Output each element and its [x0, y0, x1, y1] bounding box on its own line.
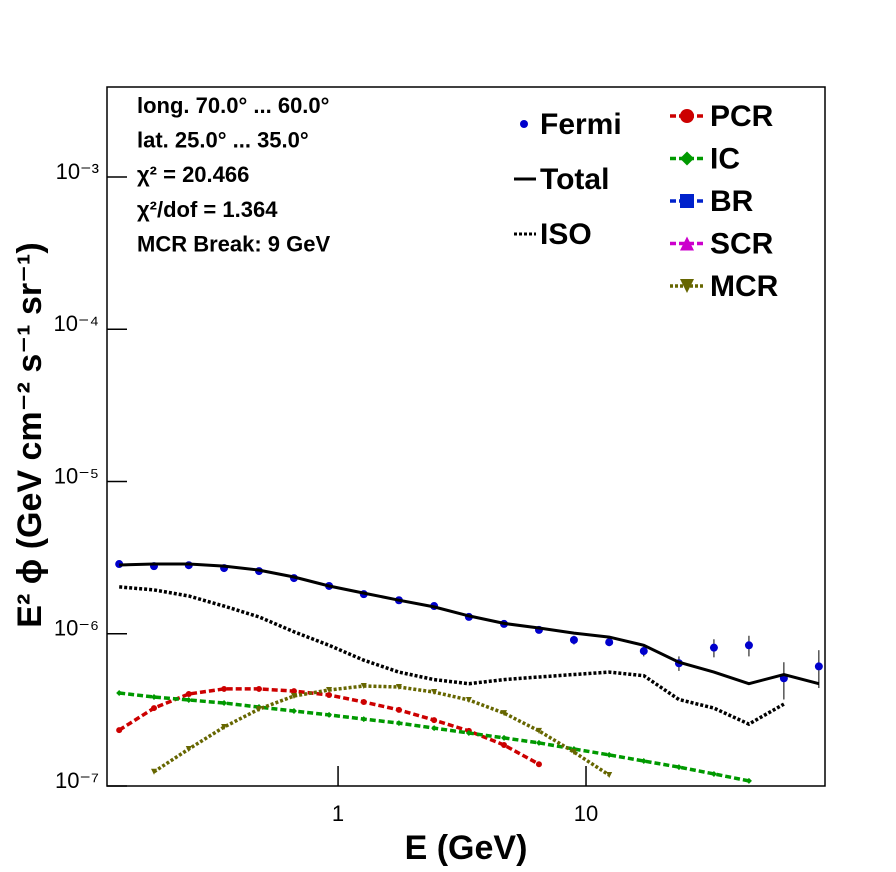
x-tick-label: 10 — [574, 801, 598, 826]
y-tick-label: 10⁻⁷ — [55, 768, 99, 793]
marker — [570, 749, 577, 756]
series-line — [119, 691, 750, 783]
marker — [326, 687, 333, 694]
series-line — [153, 684, 611, 777]
annotation: long. 70.0° ... 60.0° — [137, 93, 329, 118]
annotation: MCR Break: 9 GeV — [137, 232, 331, 257]
marker — [535, 739, 542, 746]
plot-frame — [106, 86, 826, 787]
annotation: χ²/dof = 1.364 — [137, 197, 278, 222]
x-tick-label: 1 — [332, 801, 344, 826]
annotation: lat. 25.0° ... 35.0° — [137, 128, 309, 153]
marker — [710, 770, 717, 777]
marker — [256, 685, 263, 692]
data-point — [709, 643, 718, 652]
marker — [431, 725, 438, 732]
marker — [395, 720, 402, 727]
legend-marker — [680, 279, 694, 293]
y-tick-label: 10⁻⁴ — [53, 311, 99, 336]
legend-label: IC — [710, 142, 740, 175]
marker — [150, 694, 157, 701]
marker — [640, 757, 647, 764]
plot-area — [115, 560, 823, 784]
marker — [675, 764, 682, 771]
marker — [221, 724, 228, 731]
legend-marker — [680, 236, 694, 251]
marker — [150, 705, 157, 712]
series-line — [119, 562, 820, 686]
marker — [185, 745, 192, 752]
marker — [221, 685, 228, 692]
marker — [395, 683, 402, 690]
series-line — [119, 585, 785, 727]
marker — [290, 707, 297, 714]
marker — [221, 699, 228, 706]
data-point — [605, 638, 614, 647]
marker — [150, 768, 157, 775]
marker — [606, 751, 613, 758]
marker — [185, 697, 192, 704]
marker — [431, 717, 438, 724]
marker — [326, 691, 333, 698]
legend-marker — [680, 194, 694, 208]
y-axis-label: E² ϕ (GeV cm⁻² s⁻¹ sr⁻¹) — [11, 242, 49, 627]
marker — [290, 688, 297, 695]
data-point — [814, 662, 823, 671]
marker — [501, 741, 508, 748]
marker — [535, 727, 542, 734]
y-tick-label: 10⁻³ — [56, 159, 99, 184]
legend-marker — [680, 109, 694, 123]
marker — [745, 777, 752, 784]
x-axis-label: E (GeV) — [405, 829, 528, 867]
marker — [535, 761, 542, 768]
data-point — [569, 635, 578, 644]
legend-label: Total — [540, 163, 609, 196]
marker — [360, 716, 367, 723]
marker — [326, 711, 333, 718]
legend-label: Fermi — [540, 108, 622, 141]
marker — [360, 682, 367, 689]
marker — [116, 690, 123, 697]
y-tick-label: 10⁻⁵ — [54, 463, 99, 488]
marker — [360, 699, 367, 706]
y-tick-label: 10⁻⁶ — [54, 616, 99, 641]
data-point — [744, 641, 753, 650]
marker — [465, 729, 472, 736]
marker — [465, 697, 472, 704]
marker — [185, 691, 192, 698]
legend-label: BR — [710, 185, 754, 218]
marker — [431, 689, 438, 696]
legend-marker — [520, 120, 528, 128]
legend-label: ISO — [540, 218, 592, 251]
data-point — [639, 647, 648, 656]
marker — [395, 706, 402, 713]
legend-marker — [680, 151, 694, 166]
legend-label: PCR — [710, 100, 774, 133]
annotation: χ² = 20.466 — [137, 162, 249, 187]
legend-label: MCR — [710, 270, 779, 303]
marker — [290, 693, 297, 700]
marker — [501, 710, 508, 717]
marker — [501, 734, 508, 741]
marker — [256, 706, 263, 713]
marker — [116, 727, 123, 734]
legend-label: SCR — [710, 227, 774, 260]
marker — [606, 772, 613, 779]
